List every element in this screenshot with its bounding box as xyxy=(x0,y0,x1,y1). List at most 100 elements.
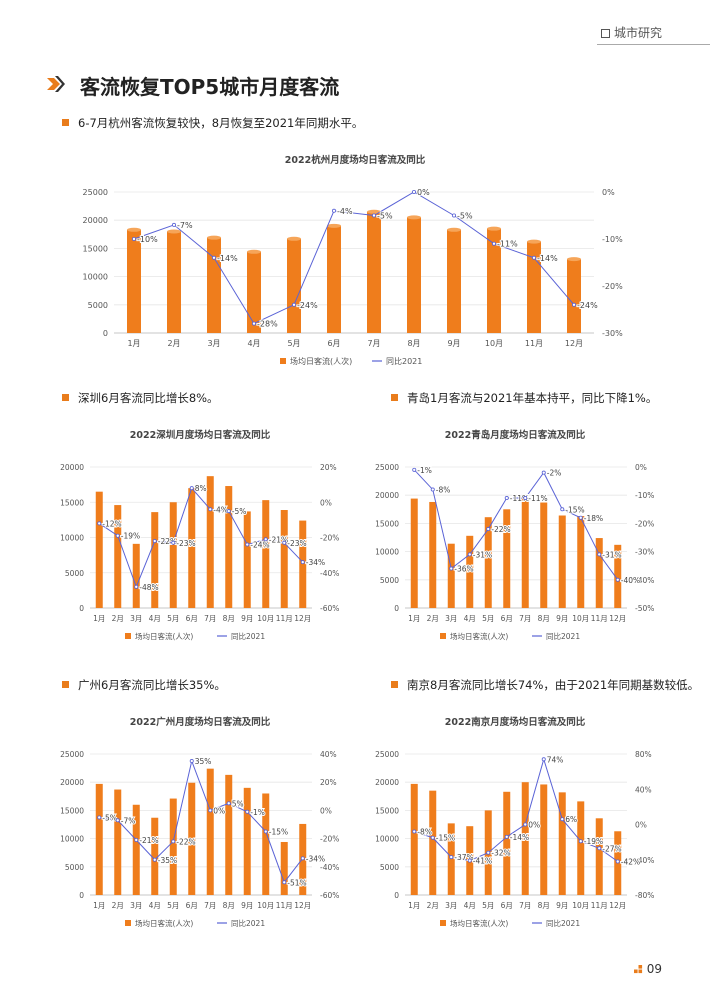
qingdao-y-left-tick: 20000 xyxy=(375,491,399,500)
shenzhen-x-tick: 1月 xyxy=(93,614,105,623)
qingdao-data-label: -15% xyxy=(565,505,584,514)
shenzhen-y-right-tick: -20% xyxy=(320,534,339,543)
shenzhen-bar xyxy=(299,520,307,608)
shenzhen-data-label: -24% xyxy=(250,541,269,550)
shenzhen-bar xyxy=(206,476,214,608)
shenzhen-line-point xyxy=(171,540,176,545)
qingdao-legend-line-label: 同比2021 xyxy=(546,631,580,641)
nanjing-data-label: -41% xyxy=(473,857,492,866)
shenzhen-y-left-tick: 15000 xyxy=(60,498,84,507)
nanjing-x-tick: 6月 xyxy=(501,901,513,910)
shenzhen-x-tick: 2月 xyxy=(112,614,124,623)
guangzhou-y-right-tick: 0% xyxy=(320,806,332,815)
hangzhou-legend-bar-label: 场均日客流(人次) xyxy=(290,356,352,366)
hangzhou-data-label: -24% xyxy=(577,301,598,310)
qingdao-line-point xyxy=(504,496,509,501)
guangzhou-x-tick: 6月 xyxy=(186,901,198,910)
page-mark-icon xyxy=(633,965,642,974)
hangzhou-legend-bar-swatch xyxy=(280,358,286,364)
qingdao-chart-title: 2022青岛月度场均日客流及同比 xyxy=(445,429,586,441)
hangzhou-line-point xyxy=(571,302,576,307)
hangzhou-x-tick: 5月 xyxy=(287,339,300,348)
shenzhen-x-tick: 6月 xyxy=(186,614,198,623)
hangzhou-x-tick: 10月 xyxy=(485,339,503,348)
guangzhou-y-right-tick: -40% xyxy=(320,863,339,872)
bullet-qingdao: 青岛1月客流与2021年基本持平，同比下降1%。 xyxy=(391,390,657,406)
hangzhou-bar xyxy=(287,238,301,333)
hangzhou-line-point xyxy=(291,302,296,307)
nanjing-bar xyxy=(447,823,455,895)
hangzhou-line-point xyxy=(491,241,496,246)
guangzhou-bar xyxy=(114,789,122,895)
guangzhou-line-point xyxy=(263,829,268,834)
hangzhou-data-label: -11% xyxy=(497,240,518,249)
shenzhen-line-point xyxy=(300,560,305,565)
hangzhou-bar xyxy=(207,237,221,333)
guangzhou-line-point xyxy=(97,815,102,820)
nanjing-data-label: 0% xyxy=(528,821,540,830)
shenzhen-y-right-tick: 0% xyxy=(320,498,332,507)
hangzhou-bar xyxy=(367,211,381,333)
nanjing-line-series xyxy=(414,757,619,862)
hangzhou-bar xyxy=(407,217,421,333)
shenzhen-x-tick: 4月 xyxy=(149,614,161,623)
chart-guangzhou: 2022广州月度场均日客流及同比 0 5000 10000 15000 20000 2500… xyxy=(50,712,350,937)
guangzhou-data-label: 35% xyxy=(195,757,212,766)
guangzhou-y-left-tick: 20000 xyxy=(60,778,84,787)
nanjing-line-point xyxy=(560,817,565,822)
qingdao-y-left-tick: 5000 xyxy=(380,576,399,585)
qingdao-y-left-tick: 25000 xyxy=(375,463,399,472)
hangzhou-line-point xyxy=(451,213,456,218)
hangzhou-line-point xyxy=(411,190,416,195)
qingdao-data-label: -11% xyxy=(528,494,547,503)
chart-nanjing: 2022南京月度场均日客流及同比 0 5000 10000 15000 20000 2500… xyxy=(365,712,665,937)
qingdao-bar xyxy=(595,538,603,608)
bullet-shenzhen: 深圳6月客流同比增长8%。 xyxy=(62,390,219,406)
nanjing-data-label: -27% xyxy=(602,844,621,853)
hangzhou-bar xyxy=(127,229,141,333)
page-header: 城市研究 xyxy=(0,0,710,46)
shenzhen-x-tick: 12月 xyxy=(294,614,311,623)
guangzhou-data-label: 0% xyxy=(213,806,225,815)
qingdao-bar xyxy=(429,501,437,608)
hangzhou-y-left-tick: 0 xyxy=(103,329,108,338)
page-number-label: 09 xyxy=(646,962,662,976)
shenzhen-x-tick: 11月 xyxy=(276,614,293,623)
shenzhen-bar xyxy=(114,505,122,608)
qingdao-data-label: -31% xyxy=(473,550,492,559)
guangzhou-x-tick: 10月 xyxy=(257,901,274,910)
qingdao-y-right-tick: -30% xyxy=(635,548,654,557)
guangzhou-y-right-tick: -60% xyxy=(320,891,339,900)
hangzhou-data-label: -28% xyxy=(257,320,278,329)
nanjing-data-label: 6% xyxy=(565,815,577,824)
nanjing-data-label: -8% xyxy=(417,828,432,837)
guangzhou-bar xyxy=(95,783,103,895)
qingdao-y-right-tick: -50% xyxy=(635,604,654,613)
guangzhou-x-tick: 11月 xyxy=(276,901,293,910)
qingdao-y-right-tick: -10% xyxy=(635,491,654,500)
shenzhen-data-label: -5% xyxy=(232,507,247,516)
nanjing-x-tick: 1月 xyxy=(408,901,420,910)
qingdao-line-series xyxy=(413,469,619,581)
nanjing-y-left-tick: 0 xyxy=(394,891,399,900)
nanjing-y-right-tick: 0% xyxy=(635,821,647,830)
hangzhou-x-tick: 2月 xyxy=(167,339,180,348)
hangzhou-bar-cap xyxy=(487,226,501,231)
guangzhou-line-point xyxy=(282,880,287,885)
chart-shenzhen: 2022深圳月度场均日客流及同比 0 5000 10000 15000 20000 20% 0… xyxy=(50,425,350,650)
guangzhou-line-point xyxy=(115,818,120,823)
hangzhou-y-left-tick: 20000 xyxy=(83,216,108,225)
shenzhen-bar xyxy=(262,500,270,608)
hangzhou-data-label: -5% xyxy=(457,212,473,221)
qingdao-line-point xyxy=(615,577,620,582)
nanjing-x-tick: 3月 xyxy=(445,901,457,910)
nanjing-x-tick: 9月 xyxy=(556,901,568,910)
chart-nanjing-svg: 2022南京月度场均日客流及同比 0 5000 10000 15000 20000 2500… xyxy=(375,716,654,928)
shenzhen-legend-bar-label: 场均日客流(人次) xyxy=(135,631,193,641)
qingdao-line-point xyxy=(486,527,491,532)
qingdao-bar xyxy=(540,502,548,608)
shenzhen-data-label: 8% xyxy=(195,484,207,493)
shenzhen-line-point xyxy=(263,537,268,542)
nanjing-x-tick: 7月 xyxy=(519,901,531,910)
shenzhen-data-label: -22% xyxy=(158,537,177,546)
